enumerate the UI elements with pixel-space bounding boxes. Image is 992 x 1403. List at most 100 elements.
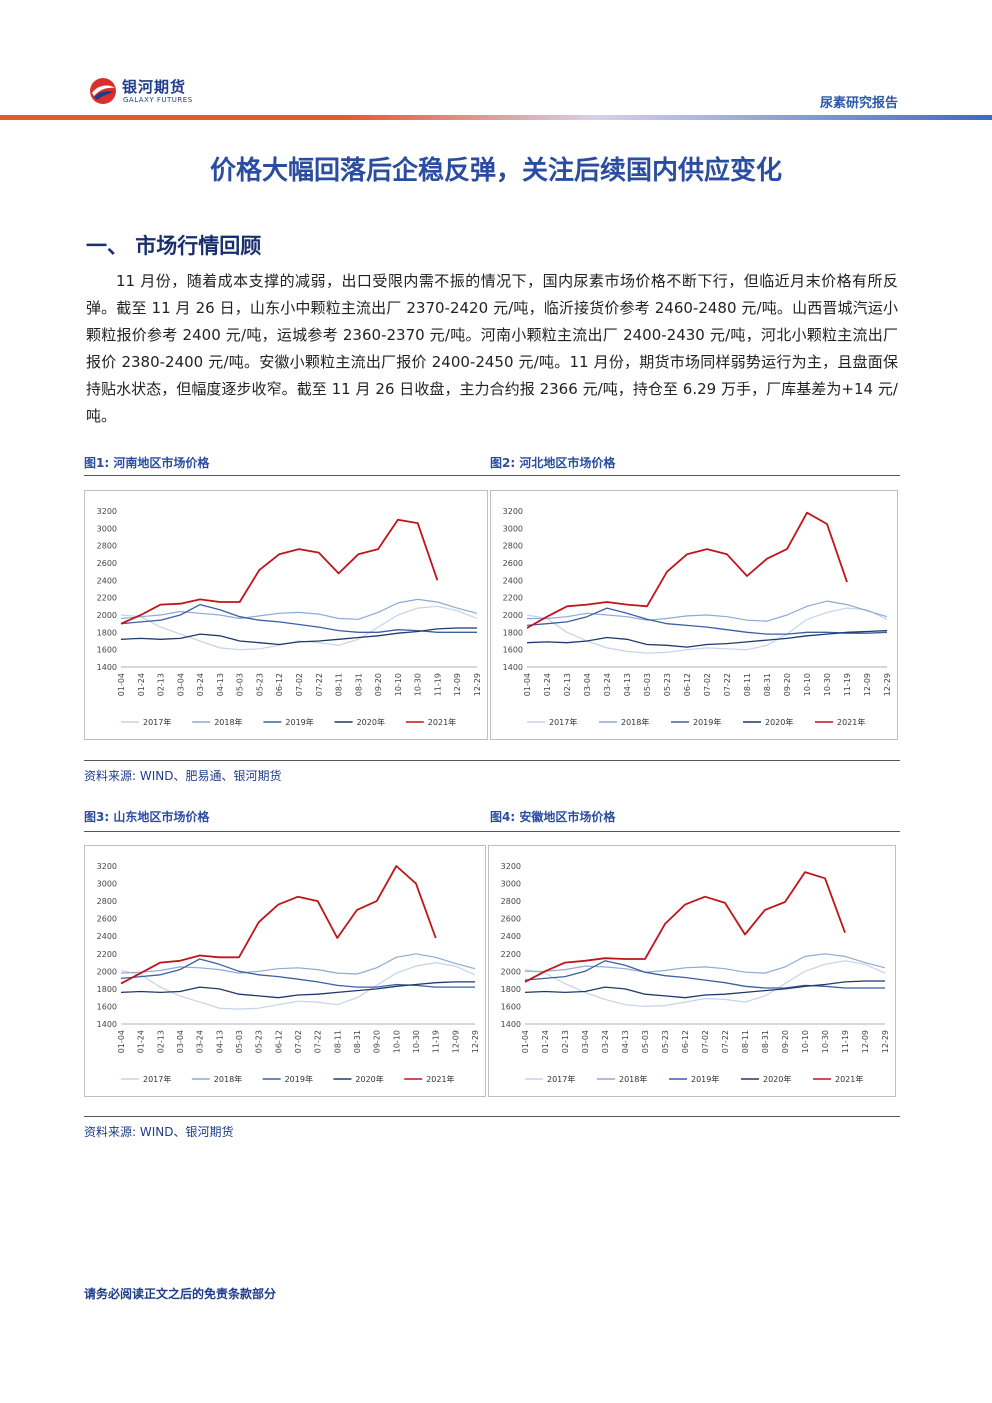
x-tick-label: 12-09 [451, 1030, 460, 1053]
legend-label: 2021年 [426, 1074, 454, 1084]
figure-2-label: 图2: 河北地区市场价格 [490, 456, 616, 470]
legend-label: 2020年 [763, 1074, 791, 1084]
x-tick-label: 12-09 [453, 673, 462, 696]
y-tick-label: 1600 [501, 1002, 521, 1011]
x-tick-label: 03-24 [196, 1030, 205, 1053]
x-tick-label: 02-13 [156, 1030, 165, 1053]
legend-label: 2020年 [357, 717, 385, 727]
source-note-1: 资料来源: WIND、肥易通、银河期货 [84, 769, 282, 783]
x-tick-label: 10-10 [803, 673, 812, 696]
series-line-2018年 [120, 598, 478, 620]
series-line-2019年 [120, 603, 477, 633]
source-note-2: 资料来源: WIND、银河期货 [84, 1125, 234, 1139]
y-tick-label: 1400 [503, 663, 523, 672]
series-line-2017年 [120, 605, 478, 651]
x-tick-label: 12-29 [883, 673, 892, 696]
chart-anhui: 1400 1600 1800 2000 2200 2400 2600 2800 3000 3200… [488, 845, 896, 1097]
chart-hebei: 1400 1600 1800 2000 2200 2400 2600 2800 3000 3200… [490, 490, 898, 740]
x-tick-label: 06-12 [683, 673, 692, 696]
chart-anhui-svg: 1400 1600 1800 2000 2200 2400 2600 2800 3000 3200… [501, 862, 890, 1084]
series-line-2021年 [120, 518, 439, 625]
series-line-2017年 [524, 960, 886, 1007]
series-line-2020年 [120, 627, 477, 646]
x-tick-label: 02-13 [561, 1030, 570, 1053]
x-tick-label: 09-20 [373, 1030, 382, 1053]
x-tick-label: 01-04 [117, 1030, 126, 1053]
x-tick-label: 09-20 [374, 673, 383, 696]
x-tick-label: 07-02 [703, 673, 712, 696]
x-tick-label: 03-04 [176, 673, 185, 696]
x-tick-label: 05-23 [255, 673, 264, 696]
legend-label: 2019年 [285, 1074, 313, 1084]
section-heading: 一、 市场行情回顾 [86, 234, 262, 258]
y-tick-label: 2000 [97, 967, 117, 976]
chart-henan: 1400 1600 1800 2000 2200 2400 2600 2800 3000 3200… [84, 490, 488, 740]
header-divider [0, 115, 992, 120]
x-tick-label: 08-11 [743, 673, 752, 696]
x-tick-label: 02-13 [563, 673, 572, 696]
legend-label: 2019年 [285, 717, 313, 727]
figure-4-label: 图4: 安徽地区市场价格 [490, 810, 616, 824]
chart-shandong: 1400 1600 1800 2000 2200 2400 2600 2800 3000 3200… [84, 845, 486, 1097]
chart-henan-svg: 1400 1600 1800 2000 2200 2400 2600 2800 3000 3200… [97, 507, 482, 727]
figure-top-rule [84, 475, 900, 476]
page-header: 银河期货 GALAXY FUTURES 尿素研究报告 [0, 0, 992, 122]
y-tick-label: 2400 [501, 932, 521, 941]
x-tick-label: 05-03 [643, 673, 652, 696]
series-line-2018年 [527, 600, 888, 622]
x-tick-label: 03-24 [196, 673, 205, 696]
y-tick-label: 3200 [97, 862, 117, 871]
series-line-2018年 [120, 953, 476, 975]
x-tick-label: 05-03 [236, 673, 245, 696]
series-line-2021年 [120, 865, 437, 985]
x-tick-label: 01-24 [137, 1030, 146, 1053]
x-tick-label: 07-02 [295, 673, 304, 696]
legend-label: 2021年 [428, 717, 456, 727]
series-line-2019年 [524, 960, 885, 989]
x-tick-label: 04-13 [215, 1030, 224, 1053]
x-tick-label: 10-10 [394, 673, 403, 696]
x-tick-label: 12-29 [471, 1030, 480, 1053]
y-tick-label: 2200 [501, 950, 521, 959]
x-tick-label: 10-30 [823, 673, 832, 696]
galaxy-logo-icon [90, 78, 116, 104]
y-tick-label: 3200 [503, 507, 523, 516]
legend-label: 2017年 [143, 1074, 171, 1084]
report-type: 尿素研究报告 [819, 96, 898, 111]
y-tick-label: 1400 [97, 1020, 117, 1029]
y-tick-label: 1400 [97, 663, 117, 672]
logo-text-cn: 银河期货 [122, 78, 187, 96]
page-title: 价格大幅回落后企稳反弹，关注后续国内供应变化 [209, 156, 782, 186]
legend-label: 2018年 [621, 717, 649, 727]
legend-label: 2019年 [693, 717, 721, 727]
x-tick-label: 12-29 [881, 1030, 890, 1053]
x-tick-label: 10-30 [821, 1030, 830, 1053]
y-tick-label: 2400 [97, 932, 117, 941]
legend-label: 2018年 [214, 1074, 242, 1084]
x-tick-label: 08-31 [353, 1030, 362, 1053]
x-tick-label: 11-19 [432, 1030, 441, 1053]
y-tick-label: 3000 [503, 524, 523, 533]
y-tick-label: 2200 [97, 950, 117, 959]
y-tick-label: 1800 [97, 628, 117, 637]
chart-hebei-svg: 1400 1600 1800 2000 2200 2400 2600 2800 3000 3200… [503, 507, 892, 727]
x-tick-label: 07-02 [294, 1030, 303, 1053]
series-line-2021年 [524, 871, 846, 983]
legend-label: 2017年 [549, 717, 577, 727]
figure-1-label: 图1: 河南地区市场价格 [84, 456, 210, 470]
y-tick-label: 2600 [97, 915, 117, 924]
x-tick-label: 08-31 [761, 1030, 770, 1053]
y-tick-label: 2600 [503, 559, 523, 568]
x-tick-label: 05-03 [641, 1030, 650, 1053]
x-tick-label: 09-20 [783, 673, 792, 696]
company-logo: 银河期货 GALAXY FUTURES [88, 74, 248, 110]
figure-bottom-rule [84, 760, 900, 761]
x-tick-label: 11-19 [841, 1030, 850, 1053]
legend-label: 2019年 [691, 1074, 719, 1084]
x-tick-label: 01-24 [543, 673, 552, 696]
x-tick-label: 02-13 [157, 673, 166, 696]
x-tick-label: 06-12 [681, 1030, 690, 1053]
x-tick-label: 01-04 [117, 673, 126, 696]
y-tick-label: 3000 [501, 880, 521, 889]
y-tick-label: 2200 [503, 594, 523, 603]
